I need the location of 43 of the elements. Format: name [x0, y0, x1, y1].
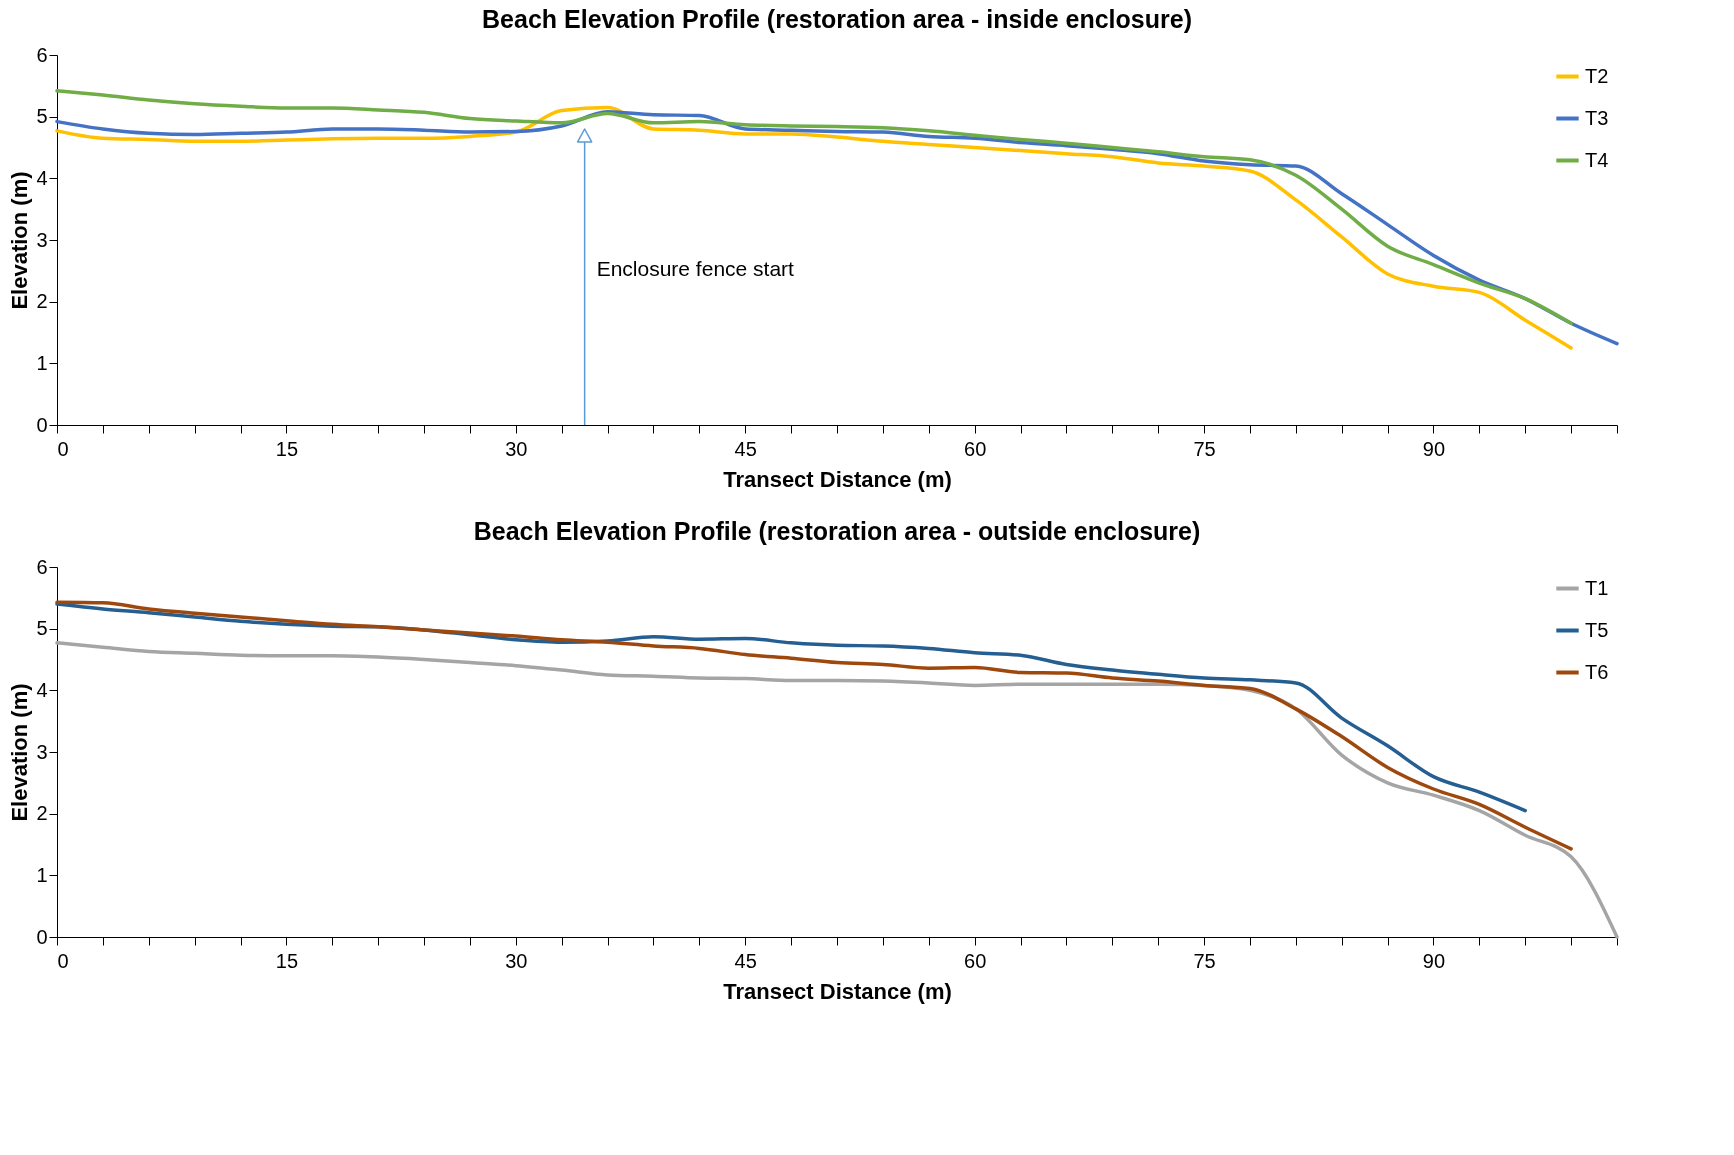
y-axis-title: Elevation (m) — [7, 171, 33, 310]
x-tick-label: 90 — [1422, 949, 1446, 972]
x-tick-label: 45 — [734, 437, 757, 460]
x-tick-label: 90 — [1422, 437, 1446, 460]
y-tick-label: 4 — [36, 166, 48, 189]
x-tick-label: 0 — [57, 949, 69, 972]
y-tick-label: 6 — [36, 555, 48, 578]
x-axis-title: Transect Distance (m) — [723, 466, 952, 492]
y-axis-title: Elevation (m) — [7, 683, 33, 822]
ref-line-label: Enclosure fence start — [596, 256, 795, 280]
line-series — [55, 600, 1573, 851]
legend-label: T5 — [1585, 618, 1609, 641]
y-tick-label: 6 — [36, 43, 48, 66]
y-tick-label: 1 — [36, 351, 48, 374]
y-tick-label: 5 — [36, 105, 48, 128]
legend-label: T2 — [1585, 64, 1609, 87]
legend-label: T4 — [1585, 148, 1609, 171]
x-tick-label: 60 — [964, 949, 987, 972]
x-tick-label: 15 — [275, 437, 299, 460]
x-tick-label: 45 — [734, 949, 757, 972]
x-tick-label: 30 — [505, 437, 528, 460]
line-series — [55, 89, 1573, 325]
legend-label: T6 — [1585, 660, 1609, 683]
y-tick-label: 0 — [36, 925, 48, 948]
y-tick-label: 3 — [36, 228, 48, 251]
chart-title: Beach Elevation Profile (restoration area - inside enclosure) — [482, 5, 1192, 33]
x-tick-label: 30 — [505, 949, 528, 972]
y-tick-label: 4 — [36, 678, 48, 701]
y-tick-label: 1 — [36, 863, 48, 886]
chart-title: Beach Elevation Profile (restoration area - outside enclosure) — [473, 517, 1201, 545]
y-tick-label: 5 — [36, 617, 48, 640]
x-tick-label: 15 — [275, 949, 299, 972]
x-tick-label: 75 — [1193, 437, 1216, 460]
x-tick-label: 75 — [1193, 949, 1216, 972]
x-tick-label: 0 — [57, 437, 69, 460]
y-tick-label: 3 — [36, 740, 48, 763]
y-tick-label: 2 — [36, 802, 48, 825]
x-axis-title: Transect Distance (m) — [723, 978, 952, 1004]
y-tick-label: 2 — [36, 290, 48, 313]
x-tick-label: 60 — [964, 437, 987, 460]
legend-label: T1 — [1585, 576, 1609, 599]
legend-label: T3 — [1585, 106, 1609, 129]
y-tick-label: 0 — [36, 413, 48, 436]
